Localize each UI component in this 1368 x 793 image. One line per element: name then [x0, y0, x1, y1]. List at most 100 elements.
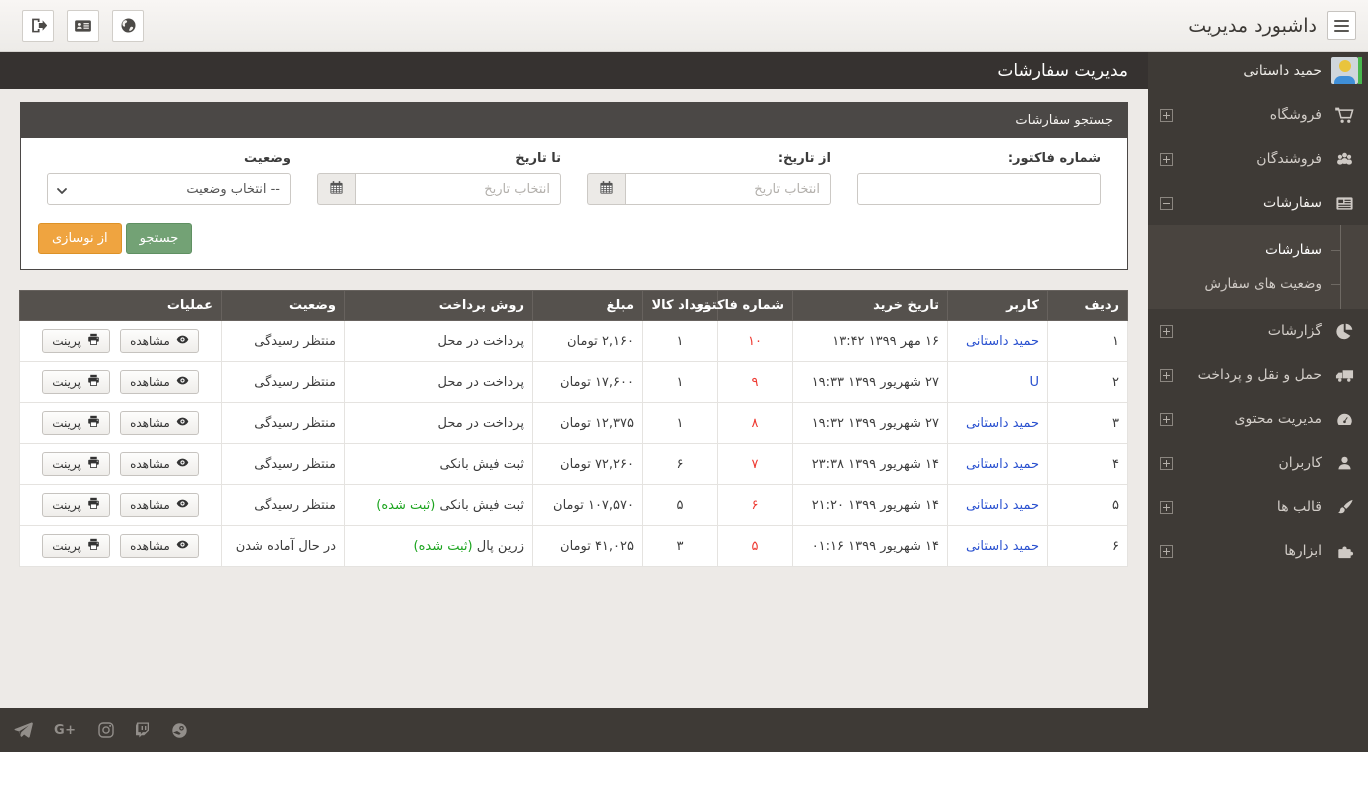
- refresh-button[interactable]: از نوسازی: [38, 223, 122, 254]
- user-link[interactable]: حمید داستانی: [965, 415, 1039, 431]
- user-name: حمید داستانی: [1243, 62, 1322, 79]
- view-button[interactable]: مشاهده: [120, 534, 199, 558]
- user-link[interactable]: حمید داستانی: [965, 497, 1039, 513]
- invoice-number-link[interactable]: ۹: [751, 374, 759, 390]
- users-icon: [1334, 149, 1354, 169]
- table-row: ۳ حمید داستانی ۲۷ شهریور ۱۳۹۹ ۱۹:۳۲ ۸ ۱ …: [19, 402, 1128, 444]
- cell-actions: مشاهده پرینت: [19, 320, 222, 362]
- sidebar-item-reports[interactable]: گزارشات: [1148, 309, 1368, 353]
- globe-button[interactable]: [112, 9, 144, 42]
- column-header-user: کاربر: [947, 290, 1048, 321]
- invoice-number-link[interactable]: ۱۰: [748, 333, 762, 349]
- invoice-number-link[interactable]: ۶: [751, 497, 759, 513]
- cell-actions: مشاهده پرینت: [19, 525, 222, 567]
- invoice-number-input[interactable]: [857, 173, 1101, 205]
- sidebar-item-shipping-payment[interactable]: حمل و نقل و پرداخت: [1148, 353, 1368, 397]
- cell-payment-method: پرداخت در محل: [344, 361, 533, 403]
- dashboard-gauge-icon: [1334, 409, 1354, 429]
- sidebar-toggle-button[interactable]: [1327, 11, 1356, 40]
- print-button[interactable]: پرینت: [42, 370, 110, 394]
- view-button[interactable]: مشاهده: [120, 452, 199, 476]
- search-button[interactable]: جستجو: [125, 223, 193, 254]
- plus-square-icon[interactable]: [1160, 152, 1173, 166]
- print-button[interactable]: پرینت: [42, 411, 110, 435]
- cell-purchase-date: ۲۷ شهریور ۱۳۹۹ ۱۹:۳۳: [792, 361, 948, 403]
- user-link[interactable]: حمید داستانی: [965, 333, 1039, 349]
- sidebar-item-tools[interactable]: ابزارها: [1148, 529, 1368, 573]
- minus-square-icon[interactable]: [1160, 196, 1173, 210]
- cell-purchase-date: ۲۷ شهریور ۱۳۹۹ ۱۹:۳۲: [792, 402, 948, 444]
- sign-out-icon: [30, 17, 47, 34]
- google-plus-icon[interactable]: G+: [54, 722, 77, 738]
- cell-payment-method: ثبت فیش بانکی: [344, 443, 533, 485]
- instagram-icon[interactable]: [97, 722, 114, 738]
- view-button[interactable]: مشاهده: [120, 329, 199, 353]
- plus-square-icon[interactable]: [1160, 456, 1173, 470]
- cell-status: منتظر رسیدگی: [221, 361, 345, 403]
- to-date-calendar-addon[interactable]: [317, 173, 355, 205]
- print-button[interactable]: پرینت: [42, 452, 110, 476]
- id-card-button[interactable]: [67, 9, 99, 42]
- page-title: مدیریت سفارشات: [997, 60, 1128, 81]
- twitch-icon[interactable]: [135, 722, 150, 738]
- plus-square-icon[interactable]: [1160, 108, 1173, 122]
- from-date-input[interactable]: [625, 173, 831, 205]
- content: جستجو سفارشات شماره فاکتور: از تاریخ:: [0, 89, 1148, 708]
- cell-invoice-number: ۶: [717, 484, 793, 526]
- plus-square-icon[interactable]: [1160, 412, 1173, 426]
- plus-square-icon[interactable]: [1160, 500, 1173, 514]
- print-button[interactable]: پرینت: [42, 329, 110, 353]
- submenu-item-order-statuses[interactable]: وضعیت های سفارش: [1148, 267, 1368, 301]
- cell-payment-method: ثبت فیش بانکی (ثبت شده): [344, 484, 533, 526]
- cell-user: U: [947, 361, 1048, 403]
- search-panel: جستجو سفارشات شماره فاکتور: از تاریخ:: [20, 102, 1128, 270]
- sign-out-button[interactable]: [22, 9, 54, 42]
- invoice-number-link[interactable]: ۵: [751, 538, 759, 554]
- user-link[interactable]: حمید داستانی: [965, 538, 1039, 554]
- cell-payment-method: زرین پال (ثبت شده): [344, 525, 533, 567]
- main-area: مدیریت سفارشات جستجو سفارشات شماره فاکتو…: [0, 52, 1148, 752]
- view-button[interactable]: مشاهده: [120, 370, 199, 394]
- user-link[interactable]: U: [1029, 374, 1039, 390]
- status-select[interactable]: -- انتخاب وضعیت: [47, 173, 291, 205]
- hamburger-icon: [1334, 19, 1349, 22]
- sidebar-item-sellers[interactable]: فروشندگان: [1148, 137, 1368, 181]
- submenu-item-orders[interactable]: سفارشات: [1148, 233, 1368, 267]
- from-date-calendar-addon[interactable]: [587, 173, 625, 205]
- sidebar-item-label: فروشندگان: [1256, 151, 1322, 167]
- cell-purchase-date: ۱۴ شهریور ۱۳۹۹ ۲۳:۳۸: [792, 443, 948, 485]
- cell-index: ۱: [1047, 320, 1128, 362]
- view-button[interactable]: مشاهده: [120, 411, 199, 435]
- sidebar-item-users[interactable]: کاربران: [1148, 441, 1368, 485]
- print-icon: [87, 374, 100, 390]
- shield-icon[interactable]: [171, 722, 188, 739]
- to-date-label: تا تاریخ: [515, 151, 561, 166]
- sidebar-item-store[interactable]: فروشگاه: [1148, 93, 1368, 137]
- user-link[interactable]: حمید داستانی: [965, 456, 1039, 472]
- plus-square-icon[interactable]: [1160, 544, 1173, 558]
- plus-square-icon[interactable]: [1160, 368, 1173, 382]
- plus-square-icon[interactable]: [1160, 324, 1173, 338]
- body-row: حمید داستانی فروشگاه فروشندگان: [0, 52, 1368, 752]
- print-icon: [87, 333, 100, 349]
- to-date-input[interactable]: [355, 173, 561, 205]
- search-panel-title: جستجو سفارشات: [1015, 113, 1113, 128]
- invoice-number-link[interactable]: ۷: [751, 456, 759, 472]
- sidebar-item-label: فروشگاه: [1269, 107, 1322, 123]
- print-button[interactable]: پرینت: [42, 493, 110, 517]
- invoice-number-link[interactable]: ۸: [751, 415, 759, 431]
- cell-status: در حال آماده شدن: [221, 525, 345, 567]
- bottom-strip: [0, 752, 1368, 793]
- telegram-icon[interactable]: [14, 722, 33, 738]
- sidebar-item-orders[interactable]: سفارشات: [1148, 181, 1368, 225]
- user-panel[interactable]: حمید داستانی: [1148, 52, 1368, 89]
- print-button[interactable]: پرینت: [42, 534, 110, 558]
- cell-user: حمید داستانی: [947, 443, 1048, 485]
- sidebar-item-label: مدیریت محتوی: [1234, 411, 1322, 427]
- view-button[interactable]: مشاهده: [120, 493, 199, 517]
- cell-actions: مشاهده پرینت: [19, 361, 222, 403]
- cell-amount: ۴۱,۰۲۵ تومان: [532, 525, 643, 567]
- eye-icon: [176, 456, 189, 472]
- sidebar-item-content-management[interactable]: مدیریت محتوی: [1148, 397, 1368, 441]
- sidebar-item-templates[interactable]: قالب ها: [1148, 485, 1368, 529]
